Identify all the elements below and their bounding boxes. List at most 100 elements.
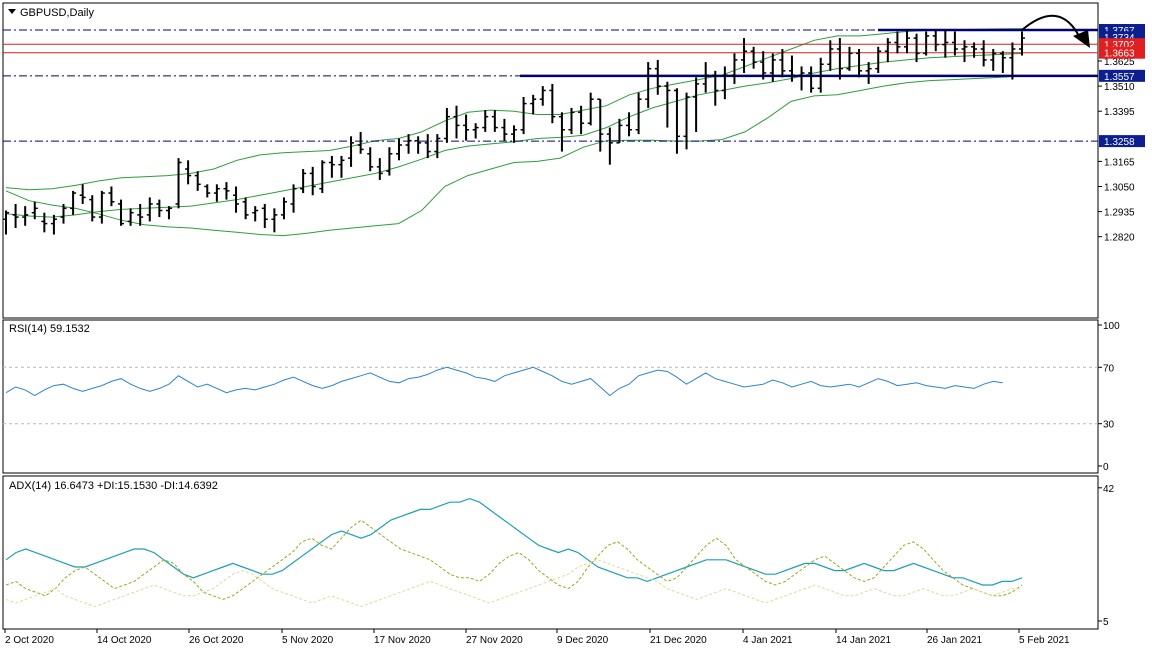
ohlc-bar bbox=[79, 184, 86, 204]
ohlc-bar bbox=[98, 190, 105, 224]
ohlc-bar bbox=[597, 98, 604, 152]
x-tick-label: 4 Jan 2021 bbox=[743, 635, 793, 646]
ohlc-bar bbox=[386, 147, 393, 176]
ohlc-bar bbox=[348, 136, 355, 167]
adx-tick-label: 5 bbox=[1103, 617, 1109, 628]
ohlc-bar bbox=[319, 160, 326, 194]
ohlc-bar bbox=[549, 83, 556, 124]
rsi-tick-label: 0 bbox=[1103, 462, 1109, 473]
ohlc-bar bbox=[788, 55, 795, 82]
ohlc-bar bbox=[280, 197, 287, 220]
ohlc-bar bbox=[827, 40, 834, 71]
ohlc-bar bbox=[261, 203, 268, 228]
menu-triangle-icon[interactable] bbox=[8, 9, 16, 14]
ohlc-bar bbox=[3, 210, 9, 235]
ohlc-bar bbox=[693, 77, 700, 132]
rsi-panel: 100 70 30 0 bbox=[3, 321, 1120, 473]
x-tick-label: 14 Jan 2021 bbox=[836, 635, 891, 646]
price-tick-label: 1.3050 bbox=[1104, 182, 1135, 193]
bollinger-upper-band bbox=[5, 28, 1023, 191]
ohlc-bar bbox=[424, 134, 431, 159]
ohlc-bar bbox=[482, 110, 489, 132]
ohlc-bar bbox=[376, 158, 383, 180]
x-tick-label: 5 Nov 2020 bbox=[282, 635, 334, 646]
ohlc-bar bbox=[89, 195, 96, 222]
series-line-minus-di bbox=[5, 559, 1022, 608]
ohlc-bar bbox=[108, 186, 115, 207]
adx-tick-label: 42 bbox=[1103, 484, 1115, 495]
ohlc-bar bbox=[999, 51, 1006, 74]
ohlc-bar bbox=[70, 190, 77, 215]
ohlc-bar bbox=[472, 123, 479, 139]
price-tag-1.3557: 1.3557 bbox=[1099, 69, 1145, 83]
ohlc-bar bbox=[587, 92, 594, 126]
ohlc-bar bbox=[300, 169, 307, 194]
rsi-line bbox=[5, 366, 1003, 397]
price-tag-1.3663: 1.3663 bbox=[1099, 46, 1145, 60]
price-tag-bg bbox=[1099, 135, 1145, 148]
ohlc-bar bbox=[165, 206, 172, 220]
ohlc-bar bbox=[980, 40, 987, 67]
ohlc-bar bbox=[1019, 31, 1025, 56]
price-tick-label: 1.2820 bbox=[1104, 233, 1135, 244]
ohlc-bar bbox=[654, 59, 661, 95]
price-tag-bg bbox=[1099, 69, 1145, 82]
ohlc-bar bbox=[338, 155, 345, 178]
ohlc-bar bbox=[491, 110, 498, 132]
price-tag-text: 1.3702 bbox=[1104, 40, 1135, 51]
ohlc-bar bbox=[127, 208, 134, 226]
ohlc-bar bbox=[894, 31, 901, 54]
ohlc-bar bbox=[41, 212, 48, 233]
ohlc-bar bbox=[443, 107, 450, 143]
ohlc-bar bbox=[453, 105, 460, 139]
ohlc-bar bbox=[702, 62, 709, 93]
ohlc-bar bbox=[932, 29, 939, 52]
ohlc-bar bbox=[395, 138, 402, 161]
adx-panel: 42 5 bbox=[5, 484, 1115, 628]
ohlc-bar bbox=[50, 214, 57, 235]
ohlc-bar bbox=[185, 160, 192, 185]
ohlc-bar bbox=[242, 197, 249, 220]
rsi-tick-label: 30 bbox=[1103, 420, 1115, 431]
price-tag-bg bbox=[1099, 46, 1145, 59]
ohlc-bar bbox=[884, 38, 891, 63]
series-line-plus-di bbox=[5, 519, 1023, 600]
x-tick-label: 2 Oct 2020 bbox=[5, 635, 54, 646]
ohlc-bar bbox=[309, 166, 316, 196]
symbol-label: GBPUSD,Daily bbox=[20, 7, 94, 19]
price-tick-label: 1.3510 bbox=[1104, 82, 1135, 93]
ohlc-bar bbox=[856, 48, 863, 78]
price-tick-label: 1.2935 bbox=[1104, 208, 1135, 219]
x-axis: 2 Oct 2020 14 Oct 2020 26 Oct 2020 5 Nov 20… bbox=[4, 629, 1070, 646]
ohlc-bar bbox=[31, 201, 38, 220]
ohlc-bar bbox=[578, 105, 585, 135]
ohlc-bar bbox=[875, 46, 882, 74]
ohlc-bar bbox=[137, 203, 144, 226]
ohlc-bar bbox=[223, 182, 230, 200]
ohlc-bar bbox=[731, 53, 738, 84]
price-tick-label: 1.3165 bbox=[1104, 157, 1135, 168]
bollinger-lower-band bbox=[5, 75, 1023, 237]
x-tick-label: 26 Oct 2020 bbox=[189, 635, 244, 646]
ohlc-bar bbox=[606, 127, 613, 165]
series-line-adx bbox=[5, 497, 1023, 586]
ohlc-bar bbox=[520, 97, 527, 135]
adx-panel-frame bbox=[2, 475, 1099, 630]
ohlc-bar bbox=[750, 46, 757, 69]
x-tick-label: 27 Nov 2020 bbox=[466, 635, 523, 646]
ohlc-bar bbox=[501, 118, 508, 141]
ohlc-bar bbox=[213, 184, 220, 202]
ohlc-bar bbox=[194, 171, 201, 191]
ohlc-bar bbox=[271, 208, 278, 233]
ohlc-bar bbox=[990, 48, 997, 71]
ohlc-bar bbox=[1009, 42, 1016, 80]
x-tick-label: 21 Dec 2020 bbox=[650, 635, 707, 646]
ohlc-bar bbox=[942, 29, 949, 58]
arrow-head-icon bbox=[1073, 30, 1090, 48]
rsi-title: RSI(14) 59.1532 bbox=[9, 323, 90, 335]
ohlc-bar bbox=[769, 53, 776, 82]
ohlc-bar bbox=[367, 147, 374, 172]
ohlc-bar bbox=[635, 92, 642, 135]
ohlc-bar bbox=[463, 114, 470, 141]
